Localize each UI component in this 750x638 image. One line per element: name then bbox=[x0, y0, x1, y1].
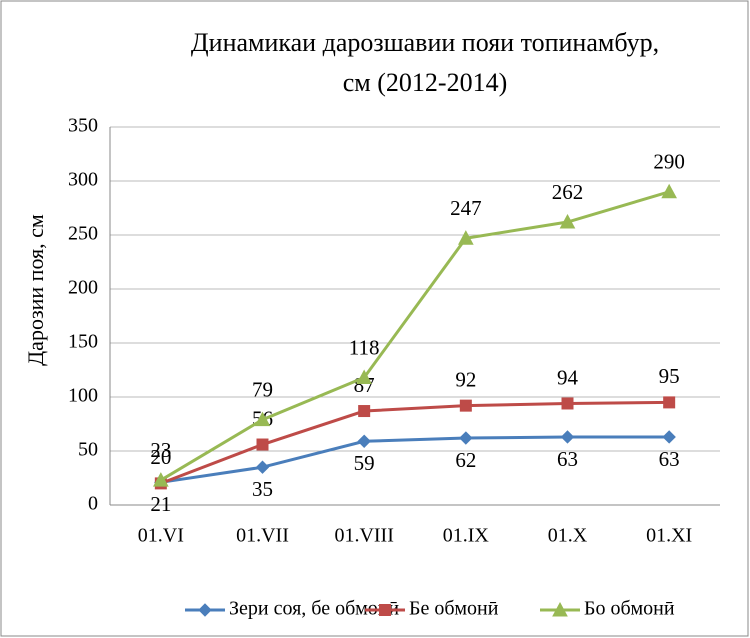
y-tick-label: 200 bbox=[68, 277, 98, 299]
marker bbox=[256, 438, 269, 451]
series-line bbox=[160, 190, 670, 482]
data-label: 79 bbox=[252, 377, 273, 401]
marker bbox=[459, 431, 473, 445]
series-line bbox=[160, 400, 670, 485]
y-tick-label: 250 bbox=[68, 223, 98, 245]
legend-label: Бо обмонӣ bbox=[584, 598, 675, 620]
y-axis-label: Дарозии поя, см bbox=[23, 214, 48, 366]
marker bbox=[356, 369, 373, 385]
marker bbox=[358, 405, 371, 418]
marker bbox=[552, 601, 568, 617]
marker bbox=[379, 604, 391, 616]
marker bbox=[357, 434, 371, 448]
y-tick-label: 350 bbox=[68, 115, 98, 137]
data-label: 20 bbox=[150, 445, 171, 469]
marker bbox=[152, 472, 169, 487]
y-tick-label: 150 bbox=[68, 331, 98, 353]
chart-title: см (2012-2014) bbox=[343, 68, 507, 97]
marker bbox=[198, 603, 212, 617]
marker bbox=[459, 399, 472, 412]
legend-label: Бе обмонӣ bbox=[409, 598, 499, 620]
data-label: 118 bbox=[349, 335, 380, 359]
y-tick-label: 300 bbox=[68, 169, 98, 191]
data-label: 59 bbox=[354, 451, 375, 475]
y-tick-label: 100 bbox=[68, 385, 98, 407]
marker bbox=[560, 430, 575, 444]
data-label: 92 bbox=[455, 367, 476, 391]
chart-title: Динамикаи дарозшавии пояи топинамбур, bbox=[191, 28, 659, 57]
data-label: 94 bbox=[557, 365, 579, 389]
data-label: 95 bbox=[659, 364, 680, 388]
marker bbox=[559, 213, 576, 229]
marker bbox=[255, 460, 270, 474]
marker bbox=[662, 430, 676, 444]
x-tick-label: 01.X bbox=[548, 525, 588, 547]
x-tick-label: 01.VIII bbox=[334, 525, 393, 547]
data-label: 21 bbox=[150, 492, 171, 516]
x-tick-label: 01.XI bbox=[646, 525, 692, 547]
marker bbox=[561, 397, 574, 410]
data-label: 62 bbox=[455, 448, 476, 472]
y-tick-label: 0 bbox=[88, 493, 98, 515]
data-label: 63 bbox=[557, 447, 578, 471]
data-label: 63 bbox=[659, 447, 680, 471]
data-label: 23 bbox=[150, 438, 171, 462]
series-line bbox=[160, 435, 670, 484]
legend-label: Зери соя, бе обмонӣ bbox=[229, 598, 399, 620]
data-label: 247 bbox=[450, 196, 482, 220]
marker bbox=[663, 396, 676, 409]
data-label: 262 bbox=[552, 180, 584, 204]
marker bbox=[457, 230, 474, 245]
x-tick-label: 01.VII bbox=[236, 525, 289, 547]
marker bbox=[254, 411, 271, 427]
x-tick-label: 01.VI bbox=[138, 525, 184, 547]
marker bbox=[661, 183, 678, 199]
x-tick-label: 01.IX bbox=[443, 525, 490, 547]
data-label: 290 bbox=[653, 150, 685, 174]
data-label: 35 bbox=[252, 477, 273, 501]
y-tick-label: 50 bbox=[78, 439, 98, 461]
